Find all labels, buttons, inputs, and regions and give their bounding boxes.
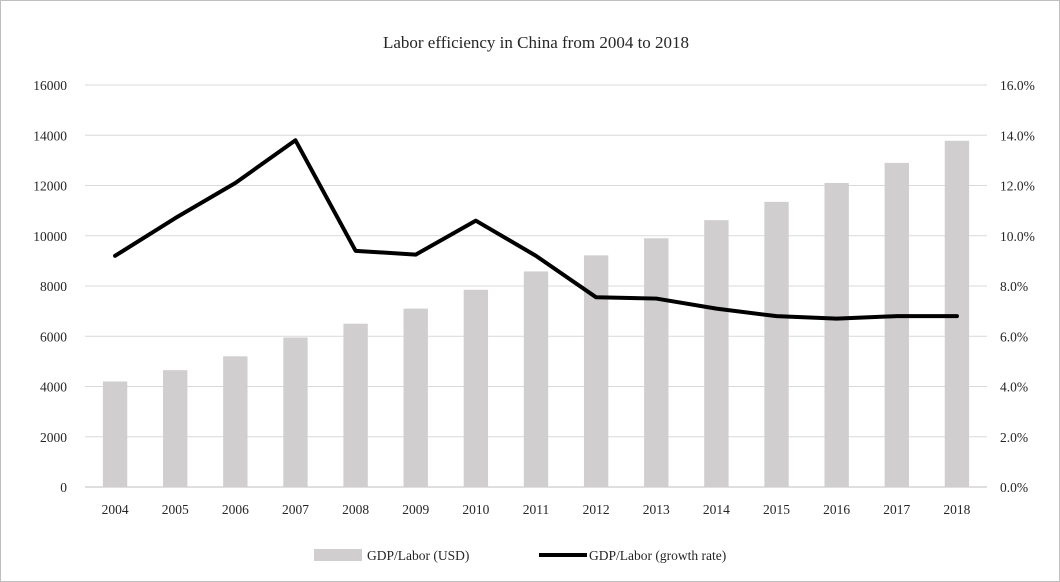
bar [223,356,248,487]
y-left-tick-label: 10000 [33,229,67,244]
bar [764,201,789,488]
y-right-tick-label: 14.0% [1000,128,1035,143]
x-tick-label: 2014 [703,502,730,517]
y-right-tick-label: 12.0% [1000,179,1035,194]
bar [824,182,849,488]
y-right-tick-label: 0.0% [1000,480,1028,495]
bar-series [102,140,970,488]
x-axis: 2004 2005 2006 2007 2008 2009 2010 2011 2012 2013… [102,502,971,517]
line-series [113,138,959,321]
y-left-tick-label: 12000 [33,179,67,194]
x-tick-label: 2004 [102,502,129,517]
x-tick-label: 2011 [523,502,550,517]
y-right-tick-label: 16.0% [1000,78,1035,93]
y-right-tick-label: 4.0% [1000,380,1028,395]
legend-label: GDP/Labor (growth rate) [589,548,726,563]
y-left-tick-label: 0 [60,480,67,495]
x-tick-label: 2013 [643,502,670,517]
legend-swatch-bar [314,549,362,561]
bar [283,337,308,487]
x-tick-label: 2006 [222,502,249,517]
bar [163,370,188,487]
y-axis-left: 0 2000 4000 6000 8000 10000 12000 14000 16000 [33,78,67,495]
y-right-tick-label: 10.0% [1000,229,1035,244]
y-right-tick-label: 2.0% [1000,430,1028,445]
bar [523,271,549,487]
x-tick-label: 2007 [282,502,309,517]
bar [644,238,669,487]
x-tick-label: 2016 [823,502,850,517]
bar [403,308,428,487]
y-left-tick-label: 14000 [33,128,67,143]
x-tick-label: 2010 [462,502,489,517]
x-tick-label: 2018 [943,502,970,517]
x-tick-label: 2009 [402,502,429,517]
x-tick-label: 2005 [162,502,189,517]
y-left-tick-label: 4000 [40,380,67,395]
bar [102,381,128,487]
bar [463,289,489,487]
legend-label: GDP/Labor (USD) [367,548,469,563]
y-left-tick-label: 16000 [33,78,67,93]
y-left-tick-label: 6000 [40,329,67,344]
chart-title: Labor efficiency in China from 2004 to 2… [383,33,689,52]
legend: GDP/Labor (USD) GDP/Labor (growth rate) [314,548,726,563]
bar [944,140,970,487]
y-right-tick-label: 6.0% [1000,329,1028,344]
y-axis-right: 0.0% 2.0% 4.0% 6.0% 8.0% 10.0% 12.0% 14.0% 16.0% [1000,78,1035,495]
bar [704,220,729,488]
x-tick-label: 2017 [883,502,910,517]
x-tick-label: 2012 [583,502,610,517]
x-tick-label: 2015 [763,502,790,517]
y-right-tick-label: 8.0% [1000,279,1028,294]
y-left-tick-label: 2000 [40,430,67,445]
bar [343,323,368,487]
y-left-tick-label: 8000 [40,279,67,294]
bar [884,162,909,487]
x-tick-label: 2008 [342,502,369,517]
